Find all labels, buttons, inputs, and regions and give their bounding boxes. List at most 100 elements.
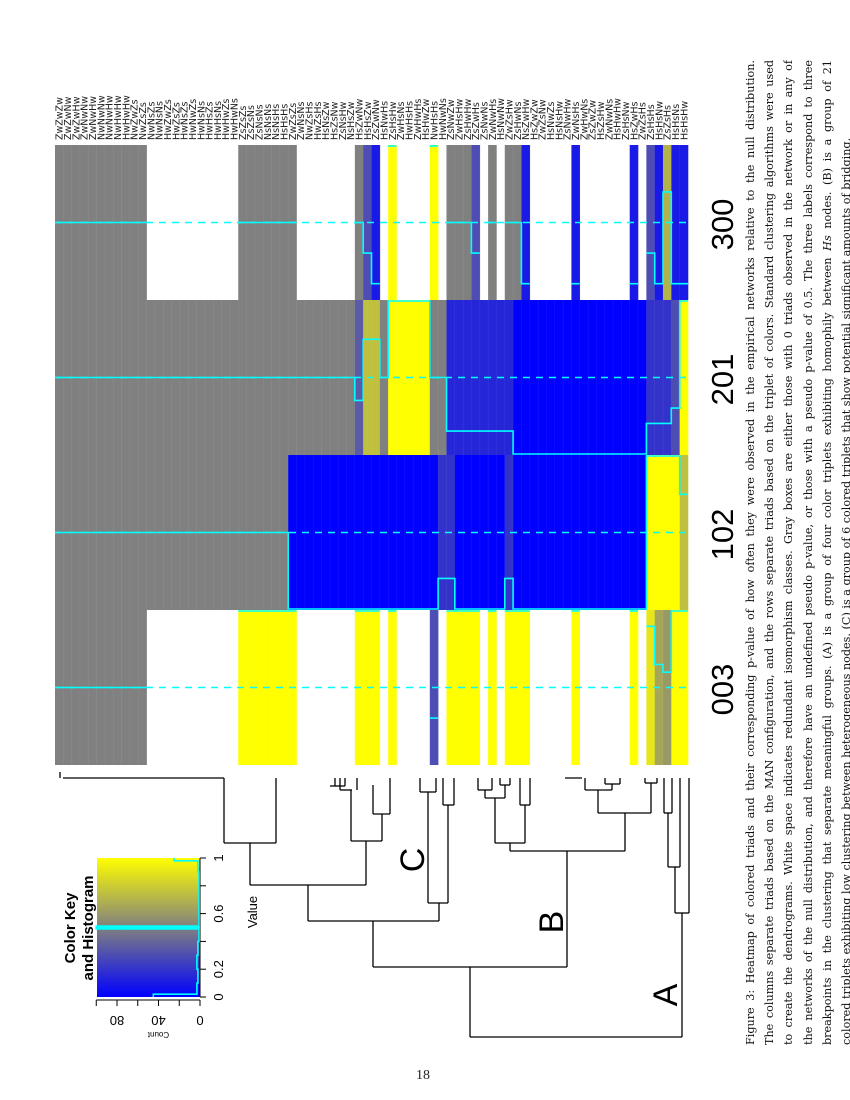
count-tick-label: 40 — [151, 1013, 165, 1028]
trace-line — [446, 221, 480, 254]
heatmap-cell — [321, 455, 331, 610]
row-label: HwZsHs — [313, 101, 324, 140]
row-label: NwZsHs — [305, 102, 316, 140]
heatmap-cell — [513, 455, 522, 610]
count-tick-label: 0 — [196, 1013, 203, 1028]
heatmap-cell — [346, 455, 356, 610]
row-label: HsHsNw — [654, 101, 665, 140]
row-label: HwZwZs — [163, 99, 174, 140]
heatmap-cell — [554, 455, 564, 610]
row-label: HsZwZw — [529, 99, 540, 140]
trace-line — [55, 455, 688, 610]
row-label: ZsNwHw — [563, 99, 574, 140]
heatmap-cell — [504, 610, 514, 765]
heatmap-cell — [671, 300, 680, 455]
row-label: ZwNwNw — [80, 96, 91, 140]
row-label: HsHwHw — [613, 98, 624, 140]
heatmap-cell — [438, 455, 447, 610]
heatmap-cell — [371, 300, 381, 455]
value-axis-label: Value — [245, 896, 260, 928]
column-label: 201 — [705, 354, 740, 406]
heatmap-cell — [279, 610, 289, 765]
row-label: HwHwZs — [221, 99, 232, 140]
row-label: NwNwNw — [96, 95, 107, 140]
row-label: NwZsZs — [138, 102, 149, 140]
row-label: HsNwHs — [380, 101, 391, 140]
row-label: HsHsHw — [679, 101, 690, 140]
row-label: ZsHsNw — [621, 101, 632, 140]
heatmap-cell — [488, 610, 497, 765]
row-label: NwNsNs — [155, 101, 166, 140]
value-tick-label: 0.6 — [211, 905, 226, 923]
heatmap-cell — [388, 610, 397, 765]
row-label: HsHwZw — [421, 98, 432, 140]
heatmap-cell — [504, 455, 514, 610]
heatmap-cell — [646, 145, 655, 300]
trace-line — [646, 191, 688, 285]
column-label: 003 — [705, 664, 740, 716]
heatmap-cell — [529, 455, 539, 610]
row-label: ZsHsHw — [388, 101, 399, 140]
value-tick-label: 1 — [211, 854, 226, 861]
heatmap-cell — [371, 610, 381, 765]
cluster-label-c: C — [394, 848, 432, 873]
row-label: ZsNsNs — [255, 104, 266, 140]
column-label: 102 — [705, 509, 740, 561]
row-label: HwHsZs — [205, 101, 216, 140]
row-label: ZwHsNs — [396, 102, 407, 140]
heatmap-cell — [671, 145, 680, 300]
heatmap-cell — [671, 455, 680, 610]
row-label: HsNsHw — [554, 101, 565, 140]
row-label: ZsHsHs — [646, 104, 657, 140]
row-label: HwHsHs — [405, 101, 416, 140]
heatmap-cell — [629, 455, 639, 610]
row-label: ZwNsHs — [571, 102, 582, 140]
trace-line — [504, 221, 530, 285]
trace-line — [55, 300, 688, 455]
value-tick-label: 0 — [211, 993, 226, 1000]
row-label: ZsZsHs — [663, 105, 674, 140]
caption-line: The columns separate triads based on the… — [763, 60, 777, 1045]
heatmap-cell — [513, 610, 522, 765]
page-number: 18 — [416, 1068, 430, 1083]
heatmap-cell — [413, 300, 422, 455]
heatmap-cell — [579, 455, 589, 610]
row-label: HsZwNw — [355, 99, 366, 140]
row-label: ZwNsNs — [296, 102, 307, 140]
heatmap-cell — [596, 455, 606, 610]
heatmap-cell — [463, 610, 472, 765]
heatmap-cell — [388, 300, 397, 455]
caption-line: breakpoints in the clustering that separ… — [818, 60, 837, 1045]
row-label: ZwZsNw — [538, 99, 549, 140]
row-label: ZsHwHw — [463, 98, 474, 140]
caption-line: the networks of the null distribution, a… — [801, 60, 815, 1045]
heatmap-traces — [55, 145, 688, 719]
row-label: ZwNwHw — [88, 96, 99, 140]
caption-text: breakpoints in the clustering that separ… — [820, 250, 834, 1045]
row-label: ZsNwNs — [479, 102, 490, 140]
heatmap-cell — [621, 300, 630, 455]
row-label: HsZwHs — [629, 101, 640, 140]
column-labels: 300 201 102 003 — [705, 199, 740, 716]
heatmap-cell — [296, 455, 306, 610]
row-label: ZwNwHs — [488, 99, 499, 140]
cluster-label-a: A — [647, 983, 685, 1006]
heatmap-cell — [463, 455, 472, 610]
row-label: HsNwNw — [496, 98, 507, 140]
row-label: HwNwNs — [438, 98, 449, 140]
row-label: HwZsZs — [171, 102, 182, 140]
value-tick-label: 0.2 — [211, 960, 226, 978]
row-label: NwNsZs — [146, 102, 157, 140]
row-label: ZsHwNs — [513, 102, 524, 140]
row-label: NsNsHs — [271, 104, 282, 140]
caption-line: Figure 3: Heatmap of colored triads and … — [744, 60, 757, 1045]
heatmap-cell — [604, 300, 614, 455]
row-label: ZsZwHs — [471, 102, 482, 140]
heatmap-cell — [629, 300, 639, 455]
color-key: 0 0.2 0.6 1 Value 0 40 80 Count Color Key and Hist… — [62, 854, 260, 1039]
row-label: ZwHwHs — [413, 99, 424, 140]
row-labels: ZwZwZwZwZwNwZwZwHwZwNwNwZwNwHwNwNwNwNwNw… — [55, 95, 691, 140]
heatmap-cells — [55, 145, 689, 765]
row-label: ZsZwZw — [588, 100, 599, 140]
